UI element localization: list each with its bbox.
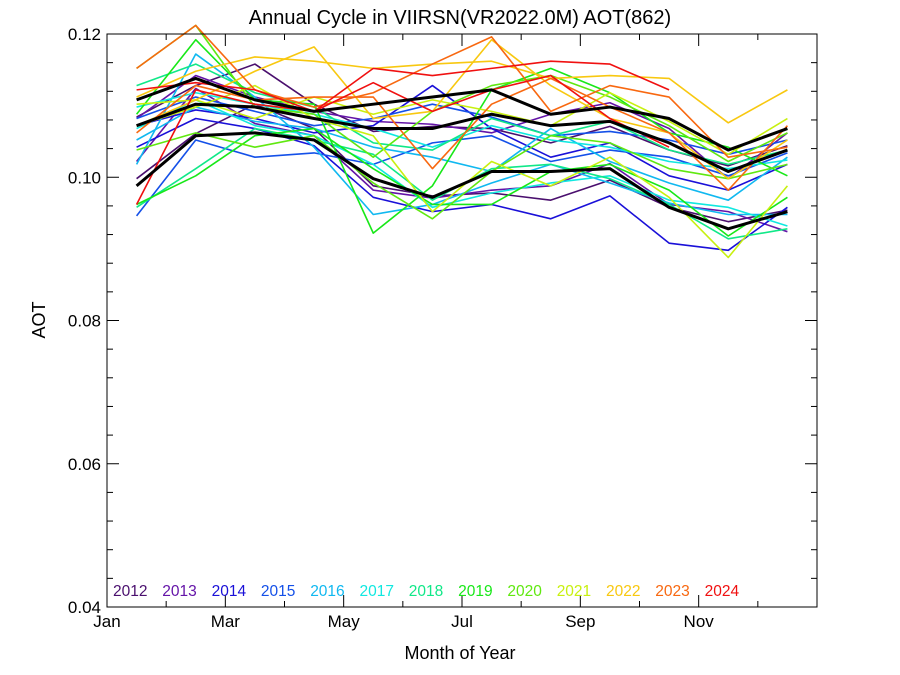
mean-series-line-28 xyxy=(135,131,788,231)
legend-entry-2023: 2023 xyxy=(655,583,689,600)
series-line-2020-16 xyxy=(136,24,788,163)
x-tick-label: Sep xyxy=(565,612,595,631)
axis-layer: 0.04 0.06 0.08 0.10 0.12 Jan Mar May Jul Sep Nov xyxy=(68,25,818,631)
series-line-2016-9 xyxy=(136,106,788,201)
y-tick-label: 0.10 xyxy=(68,168,101,187)
series-layer xyxy=(135,24,789,259)
legend-entry-2018: 2018 xyxy=(409,583,443,600)
mean-series-line-27 xyxy=(136,102,788,174)
x-tick-label: Nov xyxy=(684,612,715,631)
series-line-2024-24 xyxy=(136,60,670,113)
legend-entry-2017: 2017 xyxy=(360,583,394,600)
legend-entry-2021: 2021 xyxy=(557,583,591,600)
legend-entry-2020: 2020 xyxy=(507,583,542,600)
x-tick-label: Jan xyxy=(93,612,120,631)
legend-entry-2014: 2014 xyxy=(212,583,247,600)
y-tick-label: 0.08 xyxy=(68,312,101,331)
legend-entry-2013: 2013 xyxy=(162,583,196,600)
series-line-2020-17 xyxy=(136,132,788,220)
y-tick-label: 0.06 xyxy=(68,455,101,474)
mean-series-line-26 xyxy=(136,76,788,152)
legend-entry-2015: 2015 xyxy=(261,583,295,600)
series-line-2022-20 xyxy=(136,56,788,124)
x-tick-label: Mar xyxy=(211,612,241,631)
x-tick-label: May xyxy=(328,612,361,631)
series-line-2022-21 xyxy=(136,38,788,180)
legend-entry-2012: 2012 xyxy=(113,583,147,600)
legend-entry-2022: 2022 xyxy=(606,583,640,600)
legend-entry-2019: 2019 xyxy=(458,583,492,600)
series-line-2021-19 xyxy=(136,91,788,156)
legend-entry-2024: 2024 xyxy=(705,583,740,600)
series-line-2019-15 xyxy=(136,127,788,237)
series-line-2014-5 xyxy=(136,84,788,191)
y-tick-label: 0.12 xyxy=(68,25,101,44)
legend: 2012 2013 2014 2015 2016 2017 2018 2019 2020 2021… xyxy=(113,583,739,600)
series-line-2017-10 xyxy=(136,99,788,227)
x-tick-label: Jul xyxy=(451,612,473,631)
y-tick-label: 0.04 xyxy=(68,598,101,617)
legend-entry-2016: 2016 xyxy=(310,583,344,600)
series-line-2023-22 xyxy=(136,24,788,158)
series-line-2014-4 xyxy=(136,117,788,252)
chart-title: Annual Cycle in VIIRSN(VR2022.0M) AOT(86… xyxy=(249,7,671,29)
x-axis-label: Month of Year xyxy=(404,643,515,663)
y-axis-label: AOT xyxy=(29,301,49,338)
series-line-2024-25 xyxy=(135,74,670,205)
